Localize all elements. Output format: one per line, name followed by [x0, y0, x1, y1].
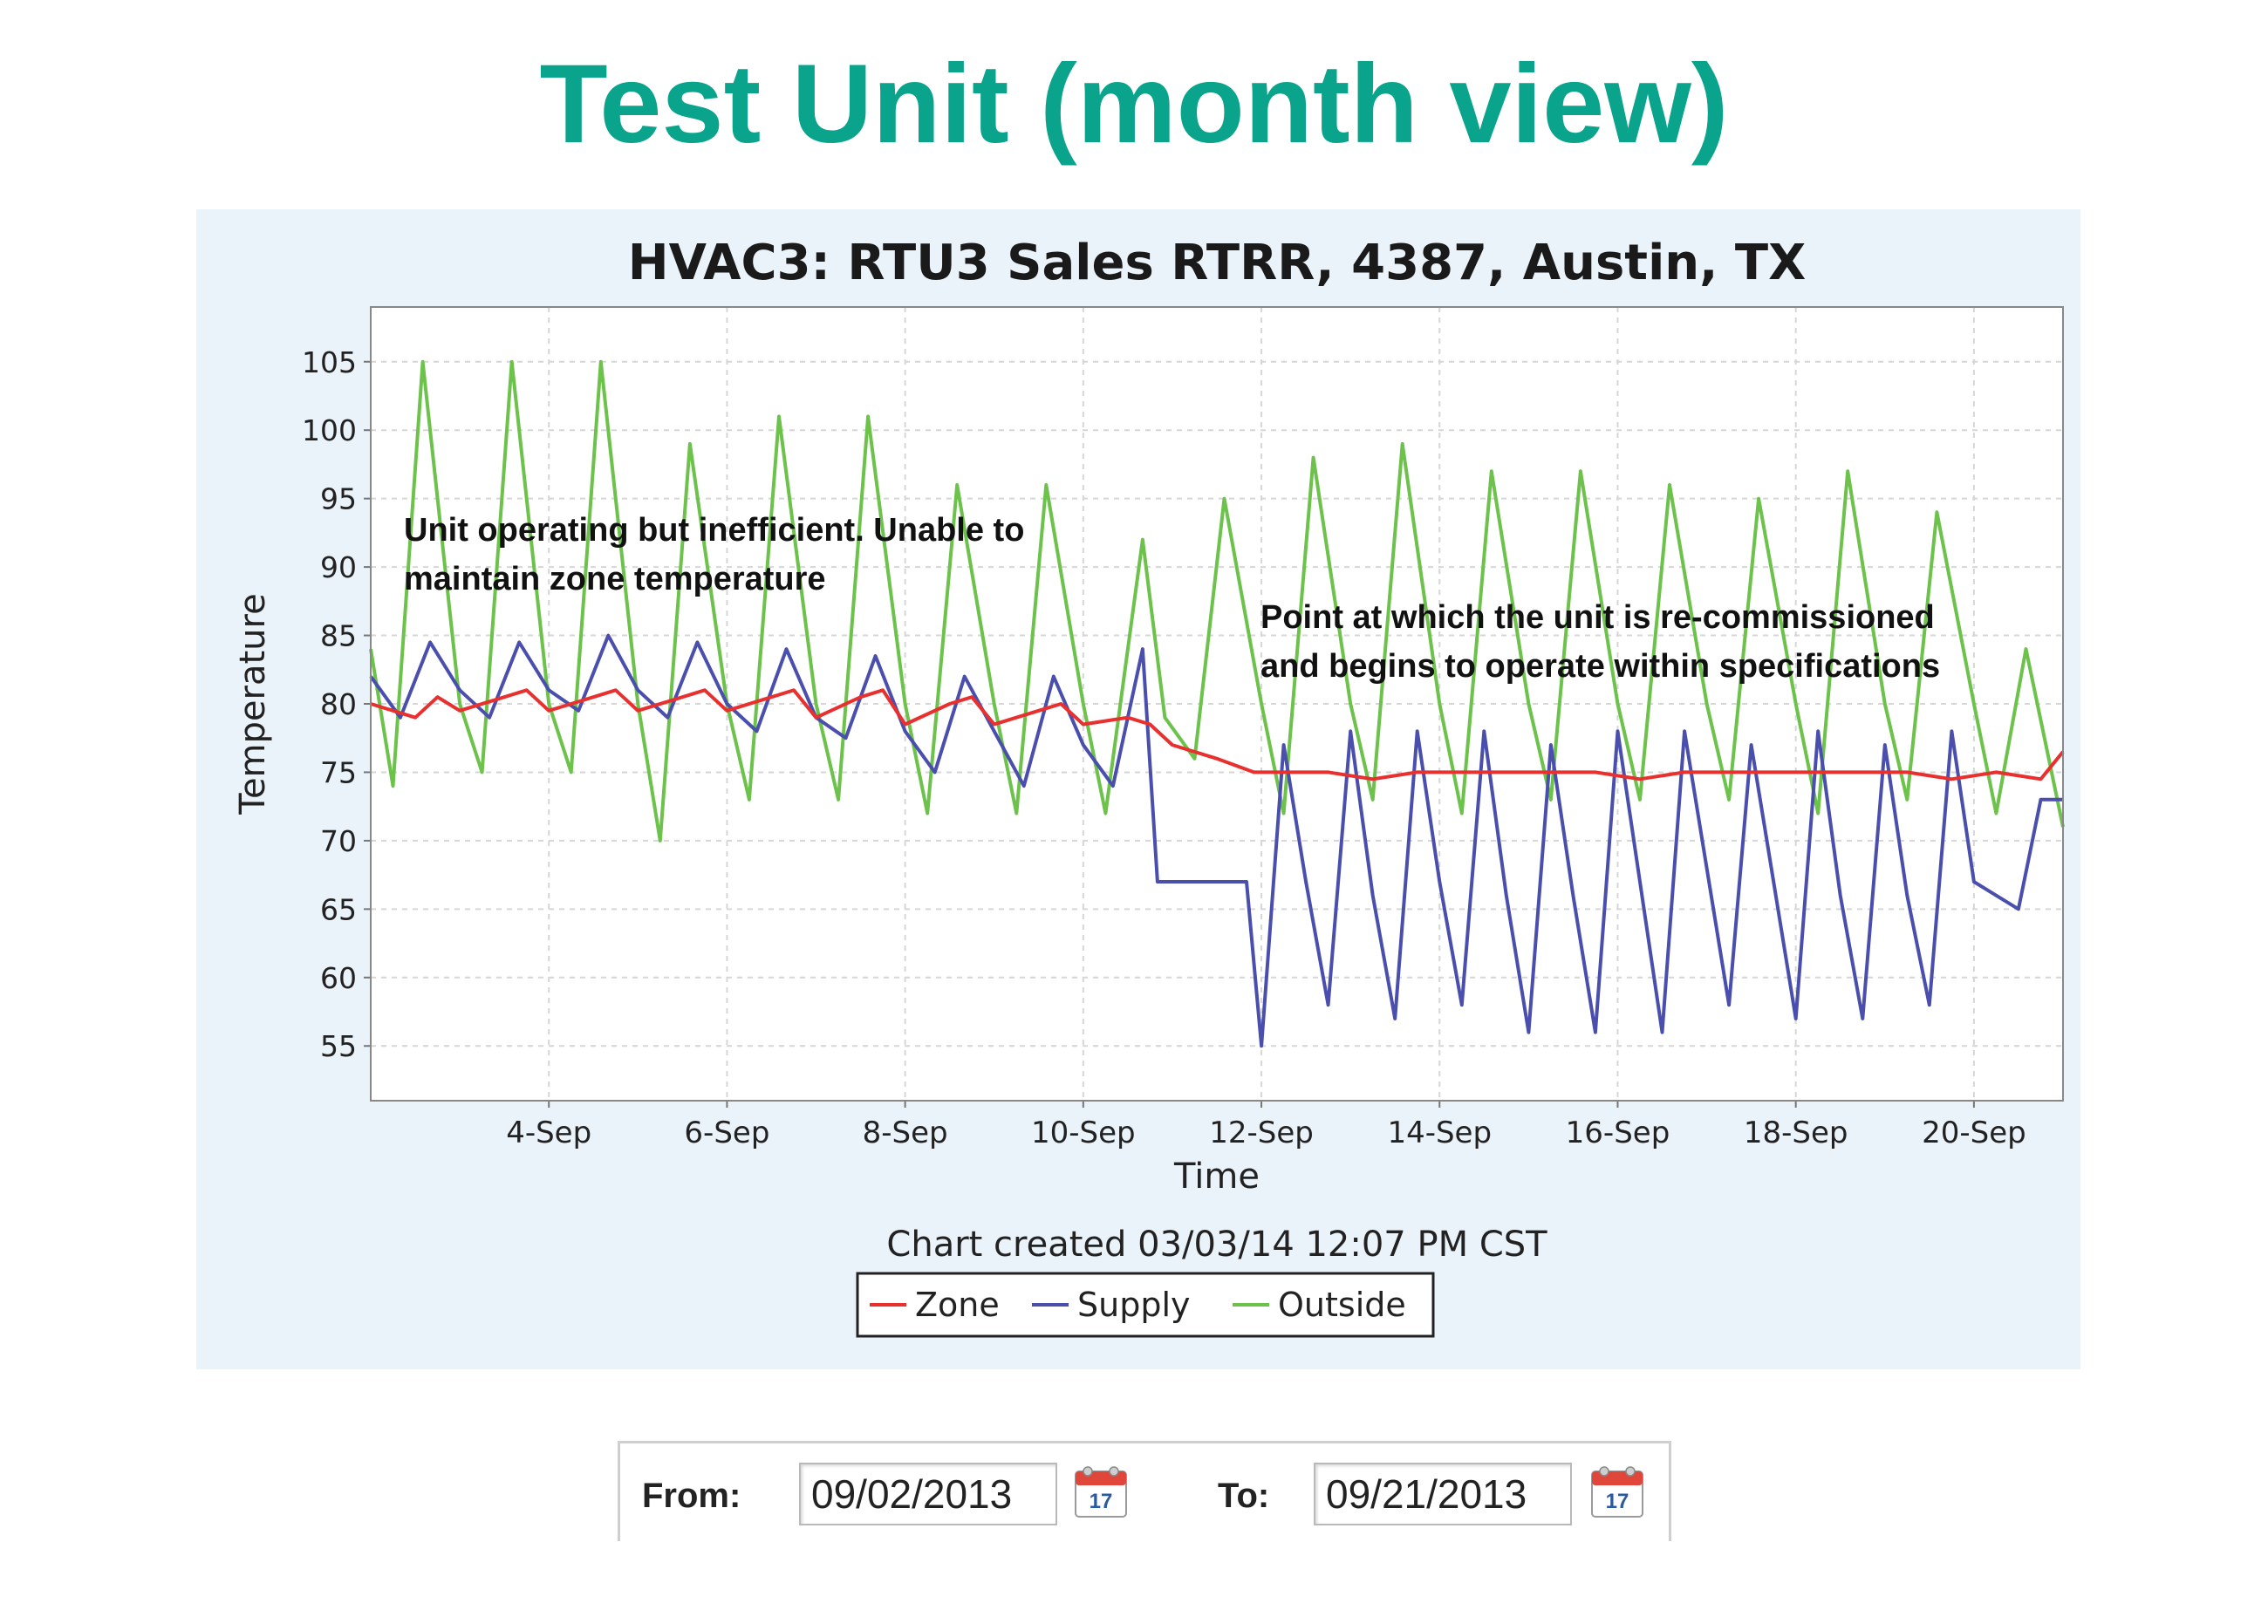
x-tick-label: 20-Sep [1922, 1116, 2026, 1150]
calendar-day-text: 17 [1606, 1490, 1629, 1513]
annotation-text: Unit operating but inefficient. Unable t… [404, 512, 1024, 549]
legend-label-zone: Zone [915, 1286, 1000, 1324]
y-axis-label: Temperature [233, 593, 273, 815]
series-line-supply [369, 633, 2063, 1048]
annotation-text: and begins to operate within specificati… [1260, 648, 1940, 685]
from-date-input[interactable]: 09/02/2013 [799, 1463, 1057, 1525]
plot-border [370, 306, 2064, 1102]
y-tick-label: 55 [320, 1029, 357, 1063]
calendar-icon[interactable]: 17 [1588, 1463, 1646, 1520]
annotation-text: Point at which the unit is re-commission… [1260, 599, 1935, 636]
to-date-input[interactable]: 09/21/2013 [1314, 1463, 1572, 1525]
legend-label-outside: Outside [1278, 1286, 1406, 1324]
y-tick-label: 60 [320, 961, 357, 995]
y-tick-label: 100 [302, 413, 357, 447]
x-tick-label: 6-Sep [684, 1116, 769, 1150]
legend-box [856, 1272, 1435, 1338]
to-label: To: [1218, 1477, 1270, 1515]
chart-footer: Chart created 03/03/14 12:07 PM CST [886, 1225, 1547, 1265]
x-tick-label: 4-Sep [506, 1116, 591, 1150]
x-tick-label: 18-Sep [1744, 1116, 1848, 1150]
y-tick-label: 90 [320, 550, 357, 584]
temperature-chart: HVAC3: RTU3 Sales RTRR, 4387, Austin, TX… [233, 235, 2065, 1338]
x-tick-label: 12-Sep [1209, 1116, 1314, 1150]
x-tick-label: 10-Sep [1031, 1116, 1136, 1150]
date-range-bar: From: 09/02/2013 17 To: 09/21/2013 17 [618, 1441, 1671, 1541]
y-tick-label: 80 [320, 687, 357, 721]
series-line-zone [370, 688, 2065, 781]
calendar-icon[interactable]: 17 [1072, 1463, 1130, 1520]
y-tick-label: 70 [320, 824, 357, 858]
x-tick-label: 14-Sep [1387, 1116, 1492, 1150]
chart-title: HVAC3: RTU3 Sales RTRR, 4387, Austin, TX [628, 235, 1807, 291]
legend-label-supply: Supply [1077, 1286, 1191, 1324]
calendar-day-text: 17 [1090, 1490, 1113, 1513]
y-tick-label: 65 [320, 892, 357, 926]
x-tick-label: 16-Sep [1566, 1116, 1670, 1150]
annotation-text: maintain zone temperature [404, 561, 826, 597]
x-tick-label: 8-Sep [863, 1116, 948, 1150]
slide-title: Test Unit (month view) [539, 42, 1729, 167]
y-tick-label: 75 [320, 755, 357, 789]
y-tick-label: 85 [320, 619, 357, 653]
chart-panel: HVAC3: RTU3 Sales RTRR, 4387, Austin, TX… [196, 209, 2080, 1369]
x-axis-label: Time [1173, 1157, 1260, 1197]
y-tick-label: 105 [302, 345, 357, 379]
from-label: From: [642, 1477, 741, 1515]
series-line-outside [369, 359, 2065, 843]
y-tick-label: 95 [320, 482, 357, 516]
